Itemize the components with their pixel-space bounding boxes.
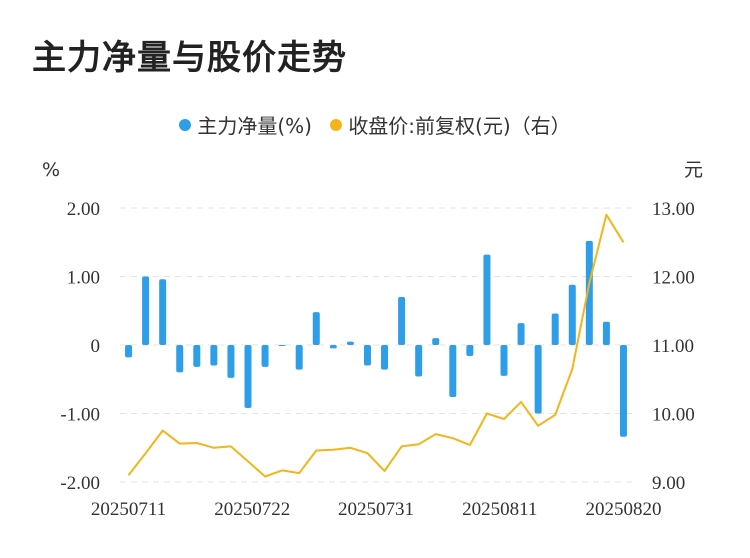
x-axis: 20250711 20250722 20250731 20250811 20250820 — [91, 499, 662, 520]
right-axis: 13.00 12.00 11.00 10.00 9.00 — [652, 199, 695, 494]
net-flow-bar[interactable] — [329, 345, 337, 349]
x-tick-label: 20250820 — [585, 499, 661, 520]
net-flow-bar[interactable] — [466, 345, 474, 356]
x-tick-label: 20250722 — [214, 499, 290, 520]
net-flow-bar[interactable] — [398, 297, 406, 345]
left-tick-label: 0 — [91, 336, 101, 357]
left-tick-label: 2.00 — [67, 199, 100, 220]
net-flow-bar[interactable] — [159, 279, 167, 345]
net-flow-bar[interactable] — [517, 323, 525, 345]
net-flow-bar[interactable] — [312, 312, 320, 345]
line-series — [127, 213, 625, 478]
net-flow-bar[interactable] — [125, 345, 133, 358]
legend-label-net-flow: 主力净量(%) — [197, 114, 312, 138]
close-price-line[interactable] — [127, 213, 625, 478]
legend-item-net-flow[interactable]: 主力净量(%) — [179, 110, 312, 139]
net-flow-bar[interactable] — [449, 345, 457, 398]
net-flow-bar[interactable] — [244, 345, 252, 409]
net-flow-bar[interactable] — [363, 345, 371, 366]
right-tick-label: 13.00 — [652, 199, 695, 220]
net-flow-bar[interactable] — [568, 284, 576, 345]
net-flow-bar[interactable] — [278, 345, 286, 346]
left-tick-label: -1.00 — [60, 405, 100, 426]
legend-dot-close-price — [330, 118, 343, 131]
net-flow-bar[interactable] — [619, 345, 627, 437]
x-tick-label: 20250711 — [91, 499, 166, 520]
net-flow-bar[interactable] — [176, 345, 184, 373]
net-flow-bar[interactable] — [432, 338, 440, 345]
chart-title: 主力净量与股价走势 — [32, 38, 347, 78]
net-flow-bar[interactable] — [210, 345, 218, 366]
right-tick-label: 12.00 — [652, 268, 695, 289]
net-flow-bar[interactable] — [193, 345, 201, 367]
grid-lines — [120, 207, 632, 483]
net-flow-bar[interactable] — [142, 276, 150, 346]
right-axis-unit: 元 — [684, 159, 703, 181]
left-tick-label: 1.00 — [67, 268, 100, 289]
x-tick-label: 20250731 — [338, 499, 414, 520]
legend-dot-net-flow — [179, 118, 192, 131]
net-flow-bar[interactable] — [534, 345, 542, 414]
right-tick-label: 11.00 — [652, 336, 694, 357]
legend-item-close-price[interactable]: 收盘价:前复权(元)（右） — [330, 110, 571, 139]
net-flow-bar[interactable] — [415, 345, 423, 377]
legend-label-close-price: 收盘价:前复权(元)（右） — [348, 114, 571, 138]
left-tick-label: -2.00 — [60, 473, 100, 494]
right-tick-label: 10.00 — [652, 405, 695, 426]
legend: 主力净量(%) 收盘价:前复权(元)（右） — [0, 110, 750, 139]
net-flow-bar[interactable] — [346, 341, 354, 345]
net-flow-bar[interactable] — [227, 345, 235, 378]
net-flow-bar[interactable] — [602, 321, 610, 345]
bar-series — [125, 240, 627, 437]
net-flow-bar[interactable] — [483, 254, 491, 345]
net-flow-bar[interactable] — [500, 345, 508, 376]
left-axis-unit: % — [42, 159, 60, 181]
net-flow-bar[interactable] — [381, 345, 389, 370]
net-flow-bar[interactable] — [551, 313, 559, 345]
x-tick-label: 20250811 — [462, 499, 537, 520]
net-flow-bar[interactable] — [585, 240, 593, 345]
left-axis: 2.00 1.00 0 -1.00 -2.00 — [60, 199, 100, 494]
net-flow-bar[interactable] — [295, 345, 303, 370]
net-flow-bar[interactable] — [261, 345, 269, 367]
right-tick-label: 9.00 — [652, 473, 685, 494]
